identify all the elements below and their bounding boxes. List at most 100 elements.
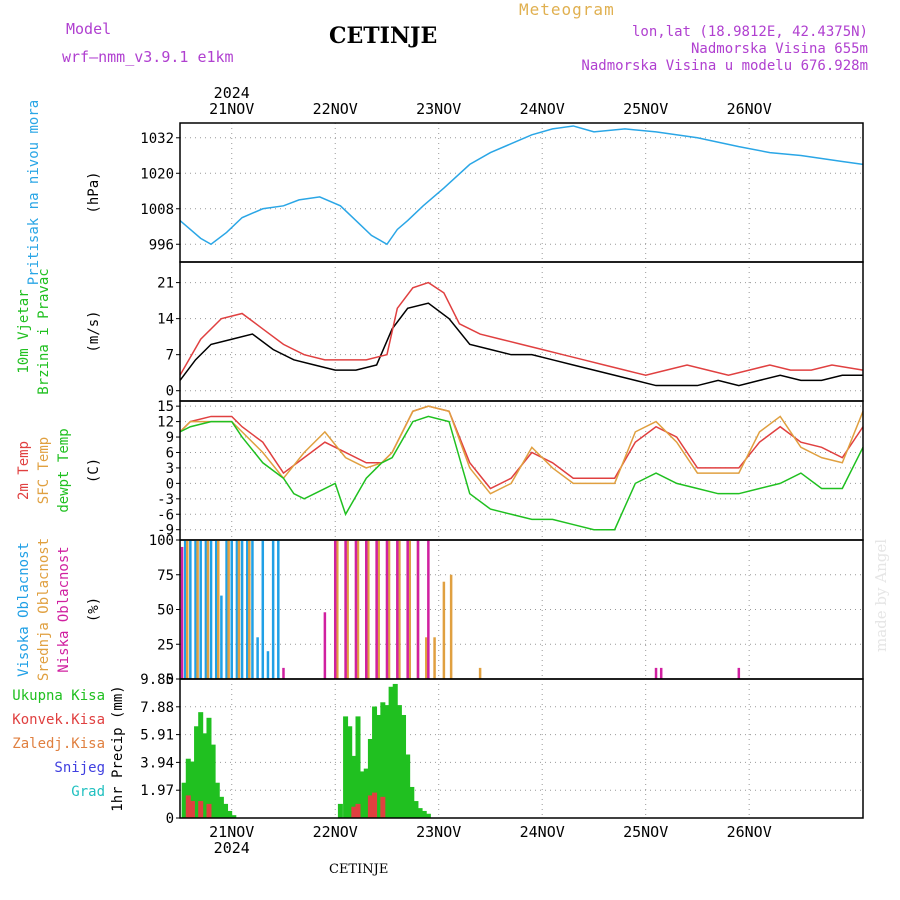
unit-label: (%) (86, 597, 102, 622)
model-label: Model (66, 20, 112, 38)
bar-cloud-mid (185, 540, 189, 679)
bar-cloud-high (225, 540, 228, 679)
bar-cloud-low (365, 540, 368, 679)
bar-cloud-low (180, 546, 184, 679)
bar-cloud-mid (227, 540, 230, 679)
y-tick-label: 0 (166, 672, 174, 688)
bar-cloud-mid (478, 667, 482, 679)
bar-cloud-mid (377, 540, 380, 679)
bar-cloud-low (354, 540, 358, 679)
panel-pressure: 996 1008 1020 1032 (hPa) Pritisak na nivou mo… (26, 100, 864, 285)
bar-precip-conv (185, 795, 191, 818)
bar-precip-conv (380, 796, 386, 818)
bar-cloud-mid (442, 581, 446, 679)
bar-precip-total (202, 733, 208, 818)
bar-cloud-low (282, 667, 285, 679)
y-tick-label: 6 (166, 445, 174, 461)
bottom-year-label: 2024 (214, 839, 250, 857)
bar-precip-total (227, 810, 233, 818)
bar-cloud-high (271, 540, 275, 679)
bar-precip-total (347, 726, 353, 818)
bar-cloud-low (333, 540, 337, 679)
bottom-date-label: 25NOV (623, 823, 668, 841)
bar-cloud-high (266, 651, 270, 679)
y-tick-label: 7 (166, 348, 174, 364)
y-tick-label: 15 (157, 399, 174, 415)
bar-precip-total (417, 808, 423, 818)
variable-label: Ukupna Kisa (12, 688, 105, 704)
top-date-label: 21NOV (209, 100, 254, 118)
variable-label: 10m Vjetar (16, 289, 32, 373)
bar-cloud-mid (237, 540, 241, 679)
unit-label: (hPa) (86, 171, 102, 213)
bar-cloud-high (209, 540, 213, 679)
top-date-label: 23NOV (416, 100, 461, 118)
bar-cloud-high (251, 540, 254, 679)
bar-precip-total (206, 717, 212, 818)
top-date-label: 24NOV (520, 100, 565, 118)
series-line-sfc-temp (179, 405, 864, 495)
bar-cloud-mid (425, 637, 428, 679)
bar-precip-total (409, 786, 415, 818)
bar-cloud-mid (346, 540, 349, 679)
bar-cloud-high (220, 595, 223, 679)
bottom-date-label: 24NOV (520, 823, 565, 841)
bar-cloud-mid (367, 540, 370, 679)
y-tick-label: 75 (157, 568, 174, 584)
bar-precip-total (401, 714, 407, 818)
variable-label: Snijeg (54, 760, 105, 776)
bar-precip-total (231, 815, 237, 818)
bar-cloud-mid (449, 574, 453, 679)
bar-precip-total (194, 726, 200, 818)
y-tick-label: 0 (166, 476, 174, 492)
bottom-date-label: 21NOV (209, 823, 254, 841)
bar-cloud-high (235, 540, 239, 679)
bar-precip-total (396, 705, 402, 818)
variable-label: Grad (71, 784, 105, 800)
model-name: wrf—nmm_v3.9.1 e1km (62, 48, 234, 66)
bar-precip-total (367, 738, 373, 818)
bar-cloud-mid (433, 637, 436, 679)
y-tick-label: -6 (157, 507, 174, 523)
bar-cloud-low (654, 667, 658, 679)
variable-label: Srednja Oblacnost (36, 538, 52, 681)
bar-cloud-low (375, 540, 378, 679)
y-tick-label: 0 (166, 384, 174, 400)
bottom-date-label: 26NOV (727, 823, 772, 841)
bar-cloud-low (323, 612, 327, 679)
y-tick-label: 1032 (140, 131, 174, 147)
y-tick-label: -9 (157, 523, 174, 539)
bar-cloud-mid (408, 540, 411, 679)
bar-cloud-mid (196, 540, 199, 679)
bar-cloud-mid (248, 540, 251, 679)
bar-precip-total (343, 716, 349, 818)
bar-precip-total (218, 796, 224, 818)
series-line-gust (179, 281, 864, 377)
bar-cloud-mid (206, 540, 210, 679)
bar-precip-total (185, 758, 191, 818)
y-tick-label: 100 (149, 533, 174, 549)
bar-cloud-high (214, 540, 218, 679)
lonlat-text: lon,lat (18.9812E, 42.4375N) (631, 24, 868, 40)
variable-label: SFC Temp (36, 437, 52, 504)
bar-precip-total (189, 761, 195, 818)
bar-cloud-high (194, 540, 197, 679)
variable-label: dewpt Temp (56, 428, 72, 512)
panel-frame (179, 122, 864, 263)
unit-label: (C) (86, 458, 102, 483)
bar-precip-total (372, 706, 378, 818)
top-date-label: 22NOV (313, 100, 358, 118)
y-tick-label: 21 (157, 276, 174, 292)
bar-cloud-mid (356, 540, 360, 679)
bar-cloud-mid (398, 540, 401, 679)
bar-precip-total (376, 714, 382, 818)
unit-label: 1hr Precip (mm) (110, 685, 126, 811)
series-line-speed (179, 302, 863, 387)
signature: made by Angel (872, 538, 890, 652)
bar-cloud-high (246, 540, 249, 679)
y-tick-label: 1008 (140, 202, 174, 218)
bar-cloud-high (256, 637, 259, 679)
bar-precip-conv (206, 803, 212, 818)
bar-precip-total (355, 716, 361, 818)
footer-station: CETINJE (329, 862, 389, 877)
